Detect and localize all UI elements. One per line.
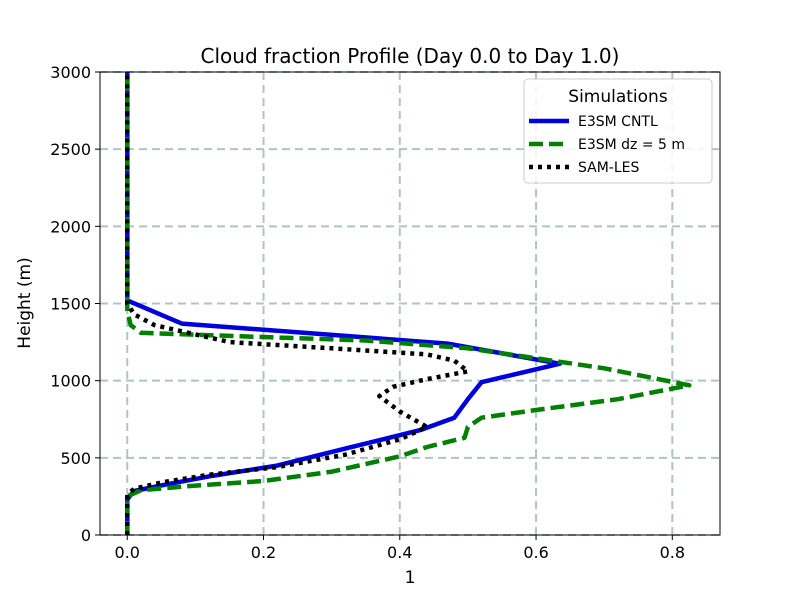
legend-label: SAM-LES (578, 160, 640, 176)
x-axis-label: 1 (405, 568, 416, 588)
y-tick-label: 1500 (50, 295, 91, 314)
y-tick-label: 0 (81, 526, 91, 545)
legend-label: E3SM CNTL (578, 114, 658, 130)
y-tick-label: 3000 (50, 63, 91, 82)
y-tick-label: 2000 (50, 217, 91, 236)
legend-label: E3SM dz = 5 m (578, 137, 685, 153)
legend-box (523, 78, 713, 184)
legend: Simulations E3SM CNTL E3SM dz = 5 m SAM-LE… (523, 78, 713, 184)
series-line-e3sm-dz-5-m (125, 72, 692, 535)
x-tick-label: 0.8 (660, 543, 685, 562)
y-tick-label: 1000 (50, 372, 91, 391)
x-tick-label: 0.0 (115, 543, 140, 562)
legend-title: Simulations (568, 87, 668, 107)
legend-entries: E3SM CNTL E3SM dz = 5 m SAM-LES (529, 114, 685, 176)
x-tick-label: 0.2 (251, 543, 276, 562)
chart-title: Cloud fraction Profile (Day 0.0 to Day 1… (201, 44, 620, 68)
x-tick-label: 0.4 (387, 543, 412, 562)
y-tick-label: 500 (60, 449, 91, 468)
y-axis-label: Height (m) (15, 257, 35, 348)
x-tick-label: 0.6 (523, 543, 548, 562)
axis-ticks: 0.0 0.2 0.4 0.6 0.8 0 500 1000 1500 2000 2500 3000 (50, 63, 685, 562)
y-tick-label: 2500 (50, 140, 91, 159)
series-lines (125, 72, 692, 535)
